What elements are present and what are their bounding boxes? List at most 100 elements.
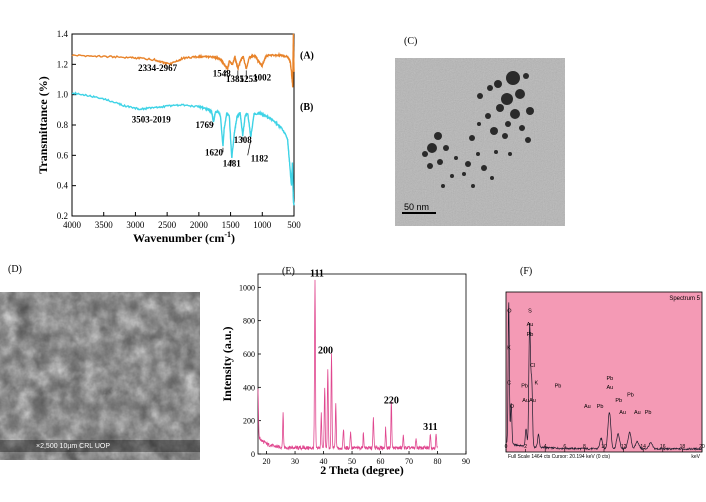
xrd-xtick-label: 40 [320, 457, 328, 466]
sem-image: ×2,500 10µm CRL UOP [0, 292, 200, 460]
ftir-annotation-arrow [223, 70, 228, 75]
ftir-ytick-label: 0.6 [57, 150, 69, 160]
ftir-annotation-arrow [247, 140, 252, 156]
edx-element-label: O [510, 404, 515, 410]
tem-nanoparticle [477, 93, 483, 99]
ftir-peak-annotation: 1548 [213, 68, 232, 78]
edx-plot-area [505, 291, 703, 453]
tem-nanoparticle [462, 172, 466, 176]
ftir-ytick-label: 0.2 [57, 211, 68, 221]
edx-element-label: Au [584, 404, 591, 410]
tem-nanoparticle [476, 152, 480, 156]
xrd-plot-frame [257, 273, 467, 455]
ftir-series-name: (B) [300, 102, 313, 113]
edx-element-label: Pb [521, 383, 528, 389]
tem-nanoparticle [471, 184, 475, 188]
edx-footer: Full Scale 1464 cts Cursor: 20.194 keV (… [508, 454, 610, 460]
edx-xtick-label: 20 [699, 444, 705, 450]
xrd-ytick-label: 0 [251, 450, 255, 459]
ftir-plot-frame [71, 33, 295, 217]
tem-image: 50 nm [395, 58, 565, 226]
ftir-xtick-label: 3000 [126, 220, 145, 230]
tem-nanoparticle [510, 109, 520, 119]
edx-element-label: Pb [615, 398, 622, 404]
xrd-xtick-label: 20 [263, 457, 271, 466]
edx-xtick-label: 6 [563, 444, 566, 450]
edx-element-label: S [528, 309, 532, 315]
tem-nanoparticle [481, 165, 487, 171]
ftir-peak-annotation: 1002 [253, 72, 272, 82]
xrd-xtick-label: 50 [348, 457, 356, 466]
edx-element-label: O [507, 309, 512, 315]
edx-unit: keV [691, 454, 700, 460]
edx-xtick-label: 10 [601, 444, 607, 450]
ftir-ylabel: Transmittance (%) [36, 76, 50, 173]
tem-nanoparticle [469, 135, 475, 141]
edx-element-label: Au [619, 410, 626, 416]
tem-nanoparticle [443, 145, 449, 151]
edx-element-label: Pb [607, 376, 614, 382]
tem-nanoparticle [490, 127, 498, 135]
tem-scale-bar [402, 212, 436, 214]
ftir-xtick-label: 2000 [190, 220, 209, 230]
edx-element-label: Au [522, 398, 529, 404]
edx-element-label: K [507, 345, 511, 351]
tem-nanoparticle [508, 152, 512, 156]
edx-xtick-label: 4 [544, 444, 547, 450]
tem-nanoparticle [441, 184, 445, 188]
tem-nanoparticle [506, 71, 520, 85]
tem-nanoparticle [434, 132, 442, 140]
tem-nanoparticle [485, 113, 491, 119]
edx-panel: (F) Spectrum 5 0 2 4 6 8 10 12 14 16 18 20 O K S Au Pb… [500, 262, 706, 497]
tem-scale-text: 50 nm [404, 202, 429, 212]
ftir-peak-annotation: 1182 [251, 153, 269, 163]
panel-f-label: (F) [520, 266, 532, 277]
ftir-ytick-label: 0.4 [57, 181, 69, 191]
edx-element-label: Au [527, 322, 534, 328]
edx-xtick-label: 12 [621, 444, 627, 450]
tem-nanoparticle [526, 107, 534, 115]
tem-nanoparticle [450, 174, 454, 178]
ftir-peak-annotation: 2334-2967 [138, 63, 177, 73]
ftir-series-name: (A) [300, 50, 314, 61]
ftir-xtick-label: 4000 [63, 220, 82, 230]
edx-spectrum-title: Spectrum 5 [669, 296, 700, 302]
ftir-peak-annotation: 1385 [226, 74, 245, 84]
tem-nanoparticle [422, 151, 428, 157]
xrd-panel: (E) 0 200 400 600 800 1000 20 30 40 50 60 70 80 90 1… [220, 262, 480, 497]
ftir-annotation-arrow [211, 123, 214, 127]
ftir-series-line-b [71, 91, 295, 206]
edx-chart: (F) Spectrum 5 0 2 4 6 8 10 12 14 16 18 20 O K S Au Pb… [505, 266, 705, 460]
tem-nanoparticle [515, 89, 525, 99]
xrd-xtick-label: 60 [377, 457, 385, 466]
edx-xtick-label: 8 [583, 444, 586, 450]
ftir-xtick-label: 500 [287, 220, 301, 230]
xrd-xtick-label: 70 [405, 457, 413, 466]
edx-element-label: K [535, 381, 539, 387]
ftir-ytick-label: 1.4 [57, 29, 69, 39]
edx-xtick-label: 18 [680, 444, 686, 450]
ftir-xtick-label: 2500 [158, 220, 177, 230]
ftir-peak-annotation: 1769 [196, 120, 215, 130]
tem-nanoparticle [494, 80, 502, 88]
tem-nanoparticle [523, 73, 529, 79]
ftir-panel: 0.2 0.4 0.6 0.8 1.0 1.2 1.4 4000 3500 3000 2500 20… [0, 0, 340, 260]
xrd-ytick-label: 600 [243, 350, 255, 359]
ftir-xtick-label: 3500 [95, 220, 114, 230]
edx-element-label: Au [529, 398, 536, 404]
ftir-peak-annotation: 1253 [240, 74, 259, 84]
ftir-xlabel: Wavenumber (cm-1) [133, 230, 235, 245]
sem-caption: ×2,500 10µm CRL UOP [36, 443, 110, 450]
xrd-peak-label: 200 [318, 345, 333, 356]
tem-nanoparticle [477, 122, 481, 126]
ftir-peak-annotation: 1620 [205, 147, 224, 157]
tem-nanoparticle [501, 93, 513, 105]
tem-nanoparticle [525, 137, 531, 143]
edx-xtick-label: 2 [524, 444, 527, 450]
ftir-xtick-label: 1000 [253, 220, 272, 230]
tem-nanoparticle [465, 161, 471, 167]
ftir-peak-annotation: 3503-2019 [132, 115, 171, 125]
xrd-peak-label: 111 [310, 269, 324, 280]
xrd-chart: (E) 0 200 400 600 800 1000 20 30 40 50 60 70 80 90 1… [220, 266, 470, 477]
tem-nanoparticle [502, 133, 508, 139]
